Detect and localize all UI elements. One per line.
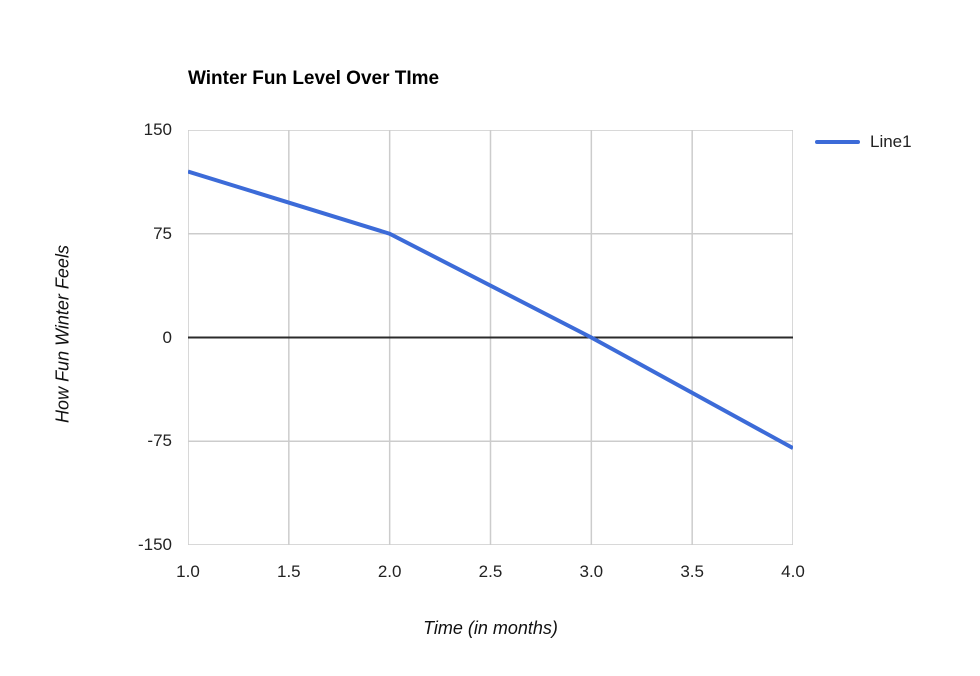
- legend-line-swatch: [815, 140, 860, 144]
- x-tick-label: 1.0: [176, 562, 200, 581]
- series-line: [188, 169, 793, 450]
- legend: Line1: [815, 131, 912, 153]
- legend-label: Line1: [870, 132, 912, 151]
- x-tick-label: 1.5: [277, 562, 301, 581]
- y-tick-label: -75: [147, 431, 172, 451]
- y-tick-label: -150: [137, 535, 172, 554]
- plot-area: [188, 130, 793, 545]
- x-tick-label: 2.5: [478, 562, 503, 581]
- x-axis-title: Time (in months): [423, 618, 558, 638]
- x-tick-label: 2.0: [377, 562, 402, 581]
- chart-title: Winter Fun Level Over TIme: [188, 68, 440, 89]
- x-tick-label: 3.5: [680, 562, 704, 581]
- y-tick-label: 150: [143, 120, 172, 139]
- y-tick-label: 75: [153, 223, 172, 243]
- y-tick-label: 0: [162, 327, 172, 347]
- x-tick-label: 3.0: [579, 562, 604, 581]
- x-tick-label: 4.0: [781, 562, 805, 581]
